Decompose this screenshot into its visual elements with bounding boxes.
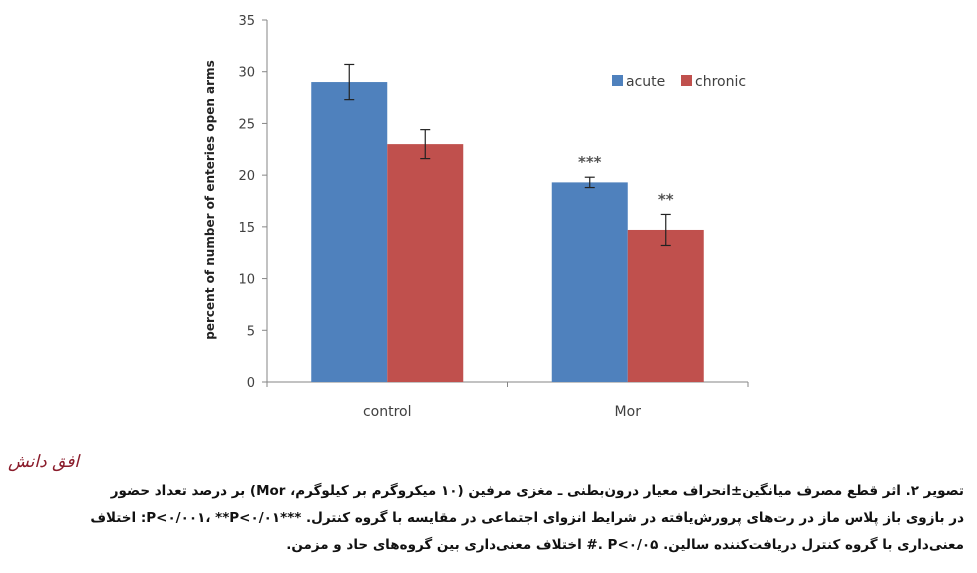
bar-chronic-control — [387, 144, 464, 382]
y-tick-label: 5 — [247, 324, 255, 339]
chart-legend: acute chronic — [612, 74, 746, 90]
legend-swatch-chronic — [681, 75, 692, 86]
legend-label-chronic: chronic — [695, 74, 746, 90]
bar-acute-control — [311, 82, 388, 383]
x-tick-label: Mor — [615, 404, 642, 420]
bar-acute-Mor — [551, 182, 628, 382]
y-tick-label: 10 — [238, 273, 255, 288]
y-tick-label: 30 — [238, 66, 255, 81]
y-axis-label: percent of number of enteries open arms — [203, 60, 217, 339]
caption-line-1: تصویر ۲. اثر قطع مصرف میانگین±انحراف معی… — [110, 483, 964, 499]
journal-logo: افق دانش — [8, 452, 80, 472]
y-tick-label: 0 — [247, 376, 255, 391]
y-tick-label: 35 — [238, 14, 255, 29]
legend-label-acute: acute — [626, 74, 665, 90]
y-tick-label: 20 — [238, 169, 255, 184]
caption-line-3: معنی‌داری با گروه کنترل دریافت‌کننده سال… — [286, 537, 964, 553]
chart-axes: 0 5 10 15 20 25 30 35 control Mor — [238, 14, 749, 420]
chart-bars: ***** — [311, 63, 704, 383]
significance-marker: ** — [658, 190, 674, 208]
y-tick-label: 15 — [238, 221, 255, 236]
legend-swatch-acute — [612, 75, 623, 86]
bar-chronic-Mor — [627, 229, 704, 382]
significance-marker: *** — [578, 153, 602, 171]
figure-caption: تصویر ۲. اثر قطع مصرف میانگین±انحراف معی… — [14, 478, 964, 559]
caption-line-2: در بازوی باز پلاس ماز در رت‌های پرورش‌یا… — [90, 510, 964, 526]
x-tick-label: control — [363, 404, 412, 420]
y-tick-label: 25 — [238, 117, 255, 132]
